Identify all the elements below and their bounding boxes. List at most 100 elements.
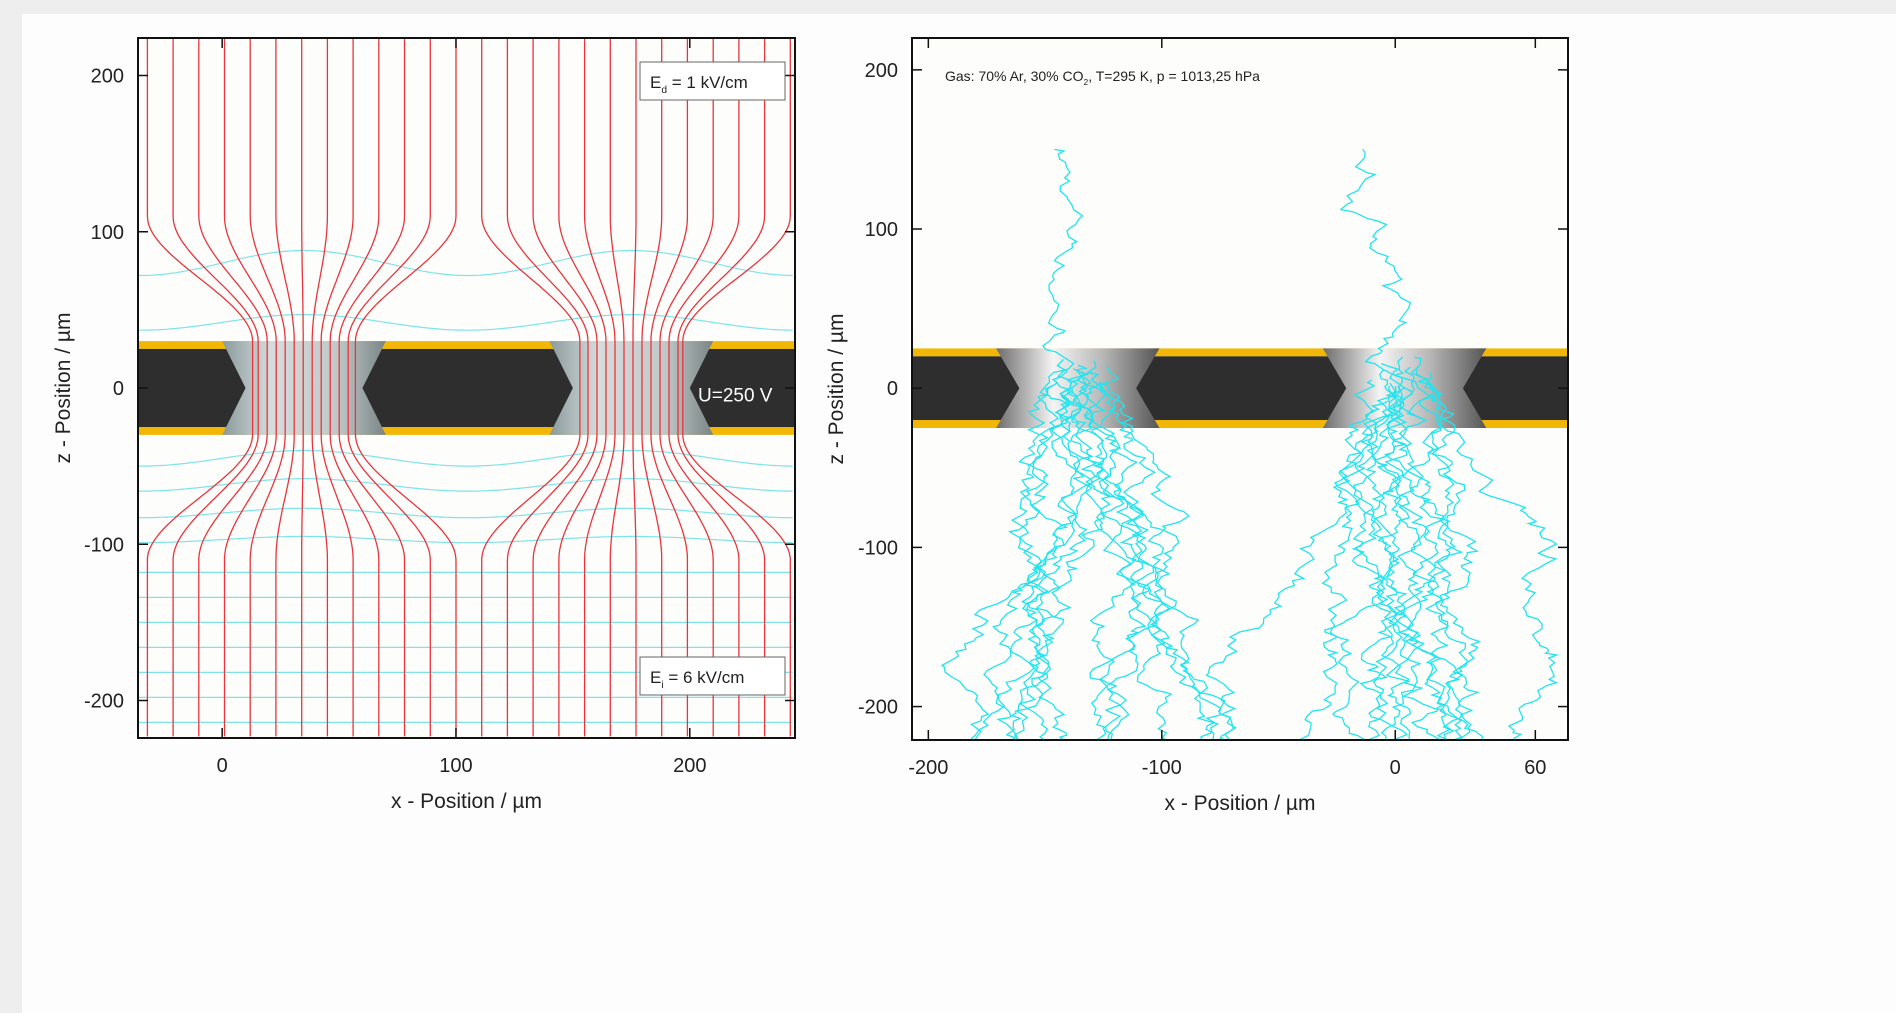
annotation-subscript: i	[661, 680, 663, 691]
field-line	[275, 38, 295, 737]
drift-path	[983, 387, 1093, 740]
equipotential-line	[138, 314, 793, 331]
x-axis-label: x - Position / µm	[391, 790, 542, 813]
annotation-text: = 1 kV/cm	[667, 73, 748, 92]
field-line	[338, 38, 406, 737]
plot-content	[912, 148, 1568, 740]
field-line	[347, 38, 431, 737]
drift-path	[1091, 381, 1173, 740]
field-line	[249, 38, 286, 737]
y-tick-label: 200	[865, 60, 898, 82]
drift-path	[1039, 148, 1093, 421]
y-axis-label: z - Position / µm	[52, 313, 75, 464]
x-axis-label: x - Position / µm	[1165, 792, 1316, 815]
x-tick-label: -100	[1142, 757, 1182, 779]
plot-frame	[911, 37, 1569, 741]
field-line	[198, 38, 268, 737]
equipotential-line	[138, 249, 793, 277]
gem-hole	[996, 348, 1160, 428]
drift-path	[1086, 360, 1157, 740]
x-tick-label: -200	[908, 757, 948, 779]
field-line	[650, 38, 689, 737]
field-line	[311, 38, 329, 737]
annotation-text: E	[650, 73, 661, 92]
field-line	[301, 38, 304, 737]
field-line	[354, 38, 457, 737]
annotation: Gas: 70% Ar, 30% CO2, T=295 K, p = 1013,…	[945, 68, 1260, 87]
drift-path	[1344, 379, 1408, 740]
field-line	[609, 38, 625, 737]
field-line	[223, 38, 277, 737]
drift-path	[1051, 377, 1220, 740]
annotation-text: U=250 V	[698, 386, 773, 407]
drift-path	[1342, 385, 1408, 740]
field-line	[558, 38, 607, 737]
equipotential-line	[138, 478, 793, 492]
drift-path	[1373, 386, 1452, 740]
field-line	[146, 38, 254, 737]
gem-hole	[222, 341, 386, 435]
x-tick-label: 200	[673, 755, 706, 777]
x-tick-label: 0	[217, 755, 228, 777]
annotation-subscript: d	[661, 85, 667, 96]
equipotential-line	[138, 507, 793, 519]
equipotential-line	[138, 535, 793, 544]
field-line	[682, 38, 791, 737]
drift-path	[1390, 372, 1480, 740]
annotation-text: E	[650, 668, 661, 687]
y-tick-label: -100	[858, 537, 898, 559]
field-line	[668, 38, 740, 737]
y-tick-label: 200	[91, 66, 124, 88]
x-tick-label: 0	[1390, 757, 1401, 779]
copper-top	[138, 341, 795, 349]
annotation-text: Gas: 70% Ar, 30% CO	[945, 68, 1084, 84]
y-tick-label: 0	[113, 378, 124, 400]
field-line	[320, 38, 354, 737]
y-tick-label: 100	[91, 222, 124, 244]
drift-path	[1200, 366, 1415, 740]
drift-path	[1072, 368, 1171, 740]
copper-bottom	[912, 420, 1568, 428]
drift-path	[1321, 385, 1395, 740]
field-line	[583, 38, 616, 737]
copper-bottom	[138, 427, 795, 435]
y-tick-label: 100	[865, 219, 898, 241]
annotation-text: , T=295 K, p = 1013,25 hPa	[1088, 68, 1260, 84]
annotation-box	[639, 61, 786, 101]
annotation: Ei = 6 kV/cm	[650, 668, 744, 691]
drift-path	[1019, 380, 1082, 740]
drift-path	[1418, 380, 1479, 740]
annotation-box	[639, 656, 786, 696]
annotation-text: = 6 kV/cm	[664, 668, 745, 687]
plot-content	[138, 38, 795, 737]
field-line	[532, 38, 598, 737]
x-tick-label: 100	[439, 755, 472, 777]
field-line	[481, 38, 581, 737]
annotation: U=250 V	[698, 386, 773, 407]
annotation-subscript: 2	[1084, 77, 1089, 87]
drift-path	[1054, 364, 1137, 740]
drift-path	[992, 383, 1060, 740]
x-tick-label: 60	[1524, 757, 1546, 779]
gem-hole	[549, 341, 714, 435]
drift-path	[1351, 362, 1426, 740]
drift-path	[970, 359, 1069, 740]
drift-path	[1076, 371, 1237, 740]
y-tick-label: 0	[887, 378, 898, 400]
y-tick-label: -200	[84, 691, 124, 713]
y-tick-label: -200	[858, 697, 898, 719]
y-tick-label: -100	[84, 534, 124, 556]
drift-path	[1297, 356, 1405, 740]
field-line	[172, 38, 259, 737]
y-axis-label: z - Position / µm	[825, 314, 848, 465]
annotation: Ed = 1 kV/cm	[650, 73, 748, 96]
field-line	[329, 38, 380, 737]
drift-path	[940, 382, 1107, 740]
field-line	[641, 38, 663, 737]
field-line	[659, 38, 714, 737]
copper-top	[912, 348, 1568, 357]
drift-path	[1377, 369, 1417, 740]
field-line	[677, 38, 766, 737]
